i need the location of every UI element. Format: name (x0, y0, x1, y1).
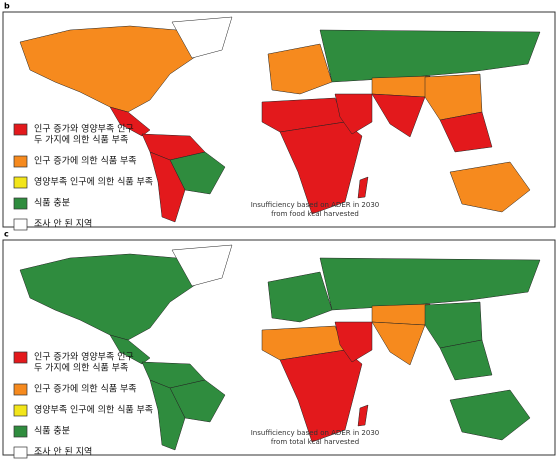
south-asia (371, 93, 426, 138)
middle-east (334, 321, 373, 363)
legend-label: 인구 증가에 의한 식품 부족 (34, 384, 137, 395)
legend-label: 인구 증가와 영양부족 인구 (34, 351, 134, 363)
russia (319, 29, 541, 83)
north-america (19, 25, 201, 113)
legend-swatch (13, 176, 28, 189)
legend-label: 영양부족 인구에 의한 식품 부족 (34, 177, 153, 188)
central-america (109, 106, 151, 137)
north-america (19, 253, 201, 341)
legend-swatch (13, 218, 28, 231)
caption: Insufficiency based on ADER in 2030 (251, 201, 380, 209)
legend-label: 인구 증가에 의한 식품 부족 (34, 156, 137, 167)
southeast-asia (439, 111, 493, 153)
legend-swatch (13, 197, 28, 210)
legend-swatch (13, 123, 28, 136)
panel-label: b (4, 2, 10, 11)
legend-label: 조사 안 된 지역 (34, 218, 92, 230)
legend-label: 식품 충분 (34, 426, 70, 437)
south-asia (371, 321, 426, 366)
russia (319, 257, 541, 311)
legend-swatch (13, 404, 28, 417)
caption: Insufficiency based on ADER in 2030 (251, 429, 380, 437)
legend-label: 두 가지에 의한 식품 부족 (34, 135, 128, 146)
legend-swatch (13, 351, 28, 364)
legend-swatch (13, 383, 28, 396)
middle-east (334, 93, 373, 135)
south-america-south (149, 151, 186, 223)
madagascar (357, 404, 369, 427)
europe (267, 43, 333, 95)
central-america (109, 334, 151, 365)
legend-label: 조사 안 된 지역 (34, 446, 92, 458)
legend-swatch (13, 446, 28, 459)
greenland (171, 16, 233, 59)
caption: from food kcal harvested (271, 210, 359, 218)
panel-label: c (4, 230, 9, 239)
legend-swatch (13, 155, 28, 168)
central-asia (371, 303, 431, 326)
central-asia (371, 75, 431, 98)
south-america-south (149, 379, 186, 451)
legend-label: 두 가지에 의한 식품 부족 (34, 363, 128, 374)
australia (449, 389, 531, 441)
legend-label: 영양부족 인구에 의한 식품 부족 (34, 405, 153, 416)
australia (449, 161, 531, 213)
greenland (171, 244, 233, 287)
legend-label: 식품 충분 (34, 198, 70, 209)
madagascar (357, 176, 369, 199)
caption: from total kcal harvested (271, 438, 359, 446)
southeast-asia (439, 339, 493, 381)
legend-label: 인구 증가와 영양부족 인구 (34, 123, 134, 135)
legend-swatch (13, 425, 28, 438)
europe (267, 271, 333, 323)
